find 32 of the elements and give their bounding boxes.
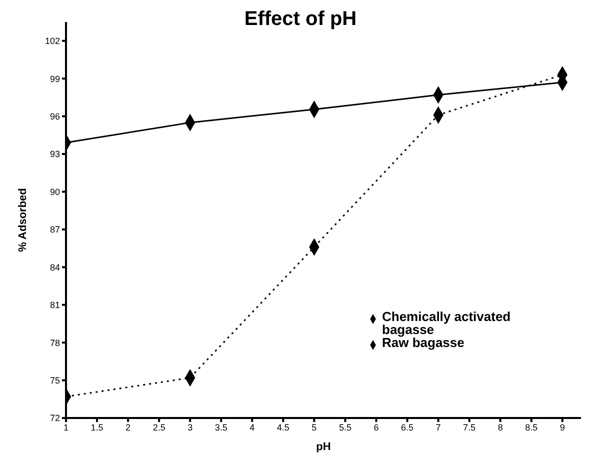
x-tick-label: 2.5 [152,422,166,432]
y-tick-label: 75 [50,375,60,386]
x-tick-label: 7 [436,422,441,432]
legend-label: Chemically activated bagasse [382,309,512,337]
x-tick-label: 8.5 [525,422,538,432]
y-tick-label: 84 [50,262,60,272]
y-tick-label: 90 [50,186,60,197]
x-tick-label: 4.5 [276,422,290,432]
y-tick-label: 102 [44,36,60,46]
x-tick-label: 6 [374,422,379,432]
y-tick-label: 96 [50,111,60,122]
x-tick-label: 7.5 [463,422,476,432]
x-axis-title: pH [316,441,331,453]
y-tick-label: 78 [50,338,60,348]
y-tick-label: 81 [50,300,60,310]
y-axis-title: % Adsorbed [16,188,29,252]
y-tick-label: 93 [50,149,60,160]
chart-title: Effect of pH [243,8,358,31]
x-tick-label: 6.5 [401,422,414,432]
x-tick-label: 1 [63,422,69,432]
x-tick-label: 5 [312,422,317,432]
y-tick-label: 87 [50,224,60,235]
x-tick-label: 2 [126,422,131,432]
y-tick-label: 72 [50,413,60,424]
y-tick-label: 99 [50,74,60,84]
x-tick-label: 5.5 [338,422,352,432]
x-tick-label: 1.5 [90,422,104,432]
x-tick-label: 3 [188,422,193,432]
x-tick-label: 9 [560,422,565,432]
x-tick-label: 8 [498,422,503,432]
x-tick-label: 4 [250,422,255,432]
x-tick-label: 3.5 [214,422,228,432]
